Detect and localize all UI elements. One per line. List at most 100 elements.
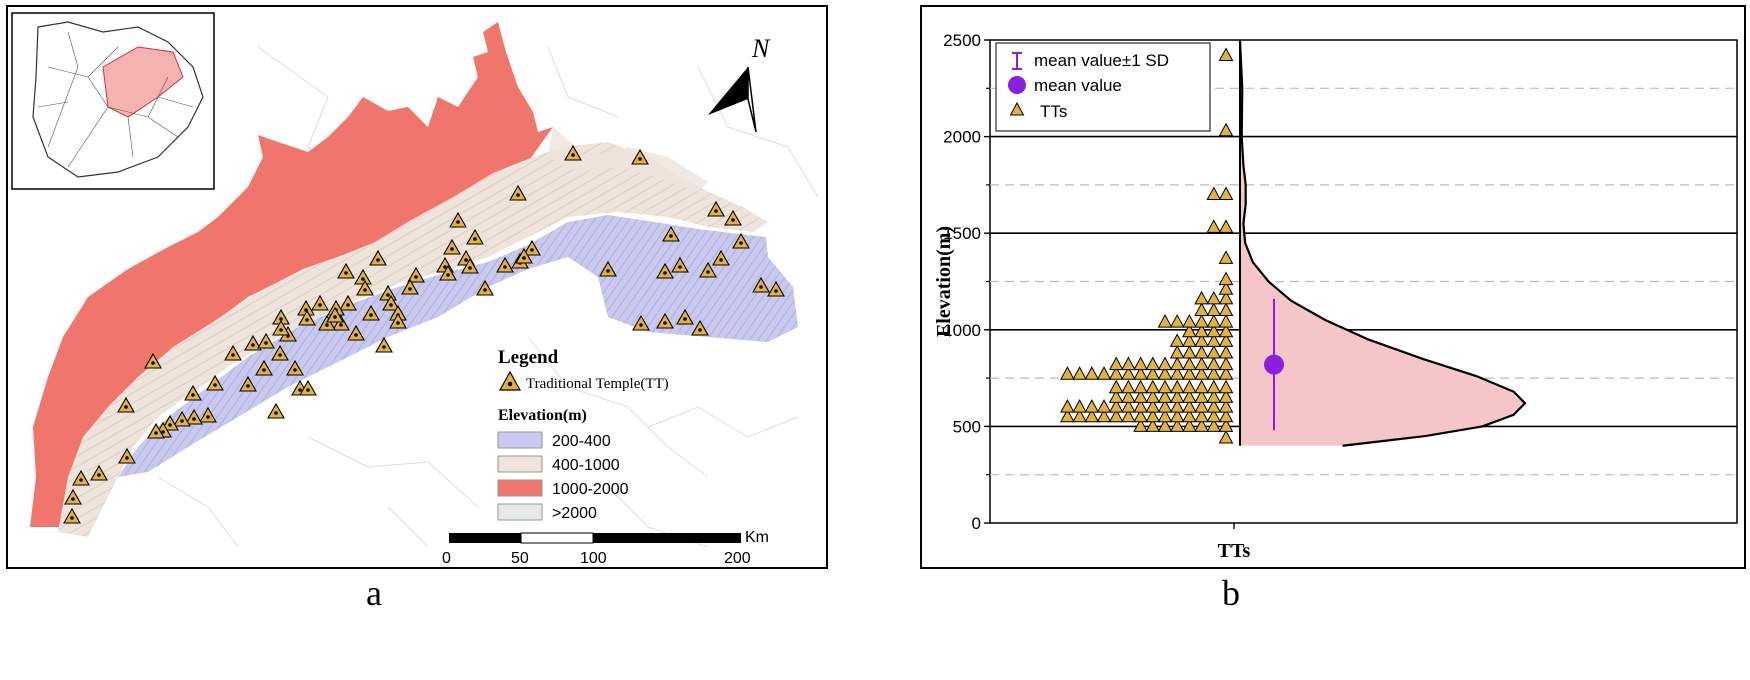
northern-foothills — [548, 127, 708, 192]
panel-label-a: a — [366, 573, 382, 613]
tt-marker — [1108, 356, 1124, 371]
tt-marker — [1182, 344, 1197, 359]
tt-marker — [1182, 314, 1197, 328]
tt-marker — [1157, 379, 1173, 394]
tt-marker — [1206, 399, 1222, 413]
tt-marker — [1145, 389, 1161, 403]
temple-marker — [271, 344, 289, 361]
tt-marker — [1206, 333, 1222, 347]
tt-marker — [1218, 281, 1234, 295]
temple-marker — [509, 184, 527, 201]
tt-marker — [1169, 356, 1185, 371]
tt-marker — [1182, 366, 1197, 380]
temple-marker — [707, 200, 725, 217]
temple-marker — [63, 507, 81, 524]
county-boundaries — [157, 46, 819, 548]
temple-marker — [90, 464, 108, 481]
tt-marker — [1060, 408, 1075, 423]
temple-marker — [476, 279, 494, 296]
tt-marker — [1133, 379, 1148, 394]
temple-marker — [515, 247, 533, 264]
legend-label-1: 400-1000 — [552, 457, 620, 474]
temple-marker — [267, 402, 285, 419]
tt-marker — [1218, 47, 1234, 61]
tt-marker — [1121, 366, 1136, 380]
tt-marker — [1169, 399, 1185, 413]
temple-legend-icon — [498, 370, 522, 391]
temple-marker — [206, 374, 224, 391]
tt-marker — [1218, 408, 1234, 423]
tt-marker — [1206, 323, 1222, 338]
temple-marker — [224, 344, 242, 361]
tt-marker — [1194, 314, 1209, 328]
tt-marker — [1218, 302, 1234, 316]
temple-marker — [449, 211, 467, 228]
tt-marker — [1218, 389, 1234, 403]
legend-swatch-1 — [497, 455, 543, 473]
temple-marker — [199, 406, 217, 423]
temple-marker — [326, 306, 344, 323]
legend-entry-2: TTs — [1040, 102, 1067, 121]
temple-marker — [244, 334, 262, 351]
tt-marker — [1218, 344, 1234, 359]
tt-marker — [1194, 366, 1209, 380]
tt-marker — [1060, 366, 1075, 380]
tt-marker — [1145, 418, 1161, 432]
tt-marker — [1169, 379, 1185, 394]
temple-marker — [298, 309, 316, 326]
tt-marker — [1218, 250, 1234, 264]
legend-swatch-3 — [497, 503, 543, 521]
temple-marker — [676, 308, 694, 325]
tt-marker — [1145, 379, 1161, 394]
temple-marker — [337, 262, 355, 279]
tt-marker — [1194, 344, 1209, 359]
tt-marker — [1169, 314, 1185, 328]
scale-tick-50: 50 — [511, 550, 529, 567]
tt-marker — [1218, 356, 1234, 371]
tt-marker — [1194, 399, 1209, 413]
temple-marker — [599, 260, 617, 277]
tt-marker — [1218, 271, 1234, 286]
temple-marker — [64, 488, 82, 505]
tt-marker — [1133, 408, 1148, 423]
tt-marker — [1157, 389, 1173, 403]
tt-marker — [1096, 366, 1112, 380]
tt-marker — [1157, 418, 1173, 432]
temple-marker — [382, 294, 400, 311]
tt-marker — [1194, 323, 1209, 338]
tt-marker — [1206, 186, 1222, 201]
tt-marker — [1169, 333, 1185, 347]
violin-outline — [1238, 39, 1527, 447]
temple-marker — [369, 249, 387, 266]
tt-marker — [1206, 408, 1222, 423]
tt-marker — [1145, 366, 1161, 380]
legend-mean-icon — [1008, 76, 1026, 94]
temple-marker — [144, 352, 162, 369]
tt-marker — [1194, 290, 1209, 305]
tt-marker — [1084, 408, 1100, 423]
tt-marker — [1194, 379, 1209, 394]
temple-marker — [631, 148, 649, 165]
tt-marker — [1108, 399, 1124, 413]
scale-tick-0: 0 — [442, 550, 451, 567]
temple-marker — [347, 324, 365, 341]
temple-marker — [496, 256, 514, 273]
temple-marker — [173, 410, 191, 427]
tt-marker — [1133, 366, 1148, 380]
temple-marker — [362, 304, 380, 321]
elevation-map: N Legend Traditional Temple(TT) Elevatio… — [11, 12, 819, 567]
tt-marker — [1218, 418, 1234, 432]
tt-marker — [1121, 399, 1136, 413]
tt-marker — [1182, 408, 1197, 423]
temple-marker — [724, 209, 742, 226]
tt-marker — [1072, 366, 1087, 380]
temple-marker — [466, 228, 484, 245]
tt-marker — [1218, 399, 1234, 413]
tt-marker — [1145, 408, 1161, 423]
y-tick-label: 2000 — [943, 128, 981, 147]
tt-marker — [1133, 418, 1148, 432]
tt-marker — [1218, 122, 1234, 137]
tt-marker — [1206, 418, 1222, 432]
legend-swatch-0 — [497, 431, 543, 449]
temple-marker — [375, 336, 393, 353]
